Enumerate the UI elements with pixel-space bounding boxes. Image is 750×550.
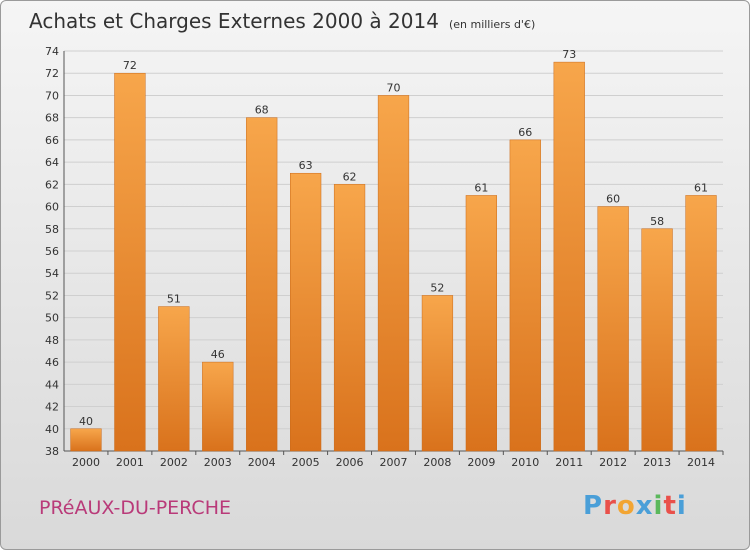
x-tick-label-2014: 2014	[687, 456, 715, 469]
y-tick-label: 46	[45, 356, 59, 369]
x-tick-label-2005: 2005	[292, 456, 320, 469]
bar-2011	[553, 61, 585, 452]
x-tick-label-2001: 2001	[116, 456, 144, 469]
x-tick-label-2009: 2009	[467, 456, 495, 469]
bar-2008	[421, 295, 454, 452]
x-tick-label-2003: 2003	[204, 456, 232, 469]
bar-2014	[685, 195, 717, 452]
bar-2010	[509, 139, 541, 452]
bar-2000	[70, 428, 102, 452]
y-tick-label: 56	[45, 245, 59, 258]
value-label-2011: 73	[562, 48, 576, 61]
logo-letter: P	[583, 491, 604, 521]
bar-2004	[246, 117, 278, 452]
bars	[70, 61, 717, 452]
logo-letter: i	[653, 491, 664, 521]
value-label-2000: 40	[79, 415, 93, 428]
logo-letter: i	[676, 491, 687, 521]
value-label-2002: 51	[167, 293, 181, 306]
chart-subtitle: (en milliers d'€)	[448, 18, 536, 31]
x-tick-label-2012: 2012	[599, 456, 627, 469]
value-label-2008: 52	[430, 281, 444, 294]
bar-2009	[465, 195, 497, 452]
logo-letter: r	[603, 491, 617, 521]
logo-letter: t	[663, 491, 677, 521]
y-tick-label: 40	[45, 423, 59, 436]
x-tick-label-2013: 2013	[643, 456, 671, 469]
place-name: PRéAUX-DU-PERCHE	[39, 497, 231, 519]
bar-2012	[597, 206, 629, 452]
logo-letter: o	[616, 491, 636, 521]
value-label-2012: 60	[606, 193, 620, 206]
y-tick-label: 72	[45, 67, 59, 80]
value-label-2014: 61	[694, 181, 708, 194]
value-label-2004: 68	[255, 104, 269, 117]
bar-2007	[377, 95, 410, 452]
bar-2002	[158, 306, 190, 452]
value-label-2010: 66	[518, 126, 532, 139]
y-tick-label: 44	[45, 378, 59, 391]
y-tick-label: 50	[45, 312, 59, 325]
y-tick-label: 60	[45, 201, 59, 214]
x-tick-label-2002: 2002	[160, 456, 188, 469]
proxiti-logo: Proxiti	[583, 491, 687, 521]
bar-2003	[202, 361, 234, 452]
value-label-2009: 61	[474, 181, 488, 194]
y-tick-label: 38	[45, 445, 59, 458]
bar-2001	[114, 72, 146, 452]
logo-letter: x	[635, 491, 654, 521]
value-label-2006: 62	[343, 170, 357, 183]
value-labels: 40 72 51 46 68 63 62 70 52 61 66 73 60 58 61	[79, 48, 708, 428]
y-tick-label: 68	[45, 112, 59, 125]
y-tick-label: 42	[45, 401, 59, 414]
x-tick-label-2006: 2006	[336, 456, 364, 469]
value-label-2005: 63	[299, 159, 313, 172]
y-tick-label: 70	[45, 89, 59, 102]
y-tick-label: 64	[45, 156, 59, 169]
y-tick-label: 48	[45, 334, 59, 347]
y-tick-label: 74	[45, 45, 59, 58]
chart-title-text: Achats et Charges Externes 2000 à 2014	[29, 9, 439, 33]
bar-2005	[290, 172, 322, 452]
y-tick-label: 54	[45, 267, 59, 280]
bar-2006	[333, 184, 366, 452]
x-tick-label-2000: 2000	[72, 456, 100, 469]
bar-2013	[641, 228, 673, 452]
y-tick-label: 52	[45, 289, 59, 302]
y-tick-label: 58	[45, 223, 59, 236]
x-tick-label-2004: 2004	[248, 456, 276, 469]
y-tick-label: 66	[45, 134, 59, 147]
x-tick-label-2011: 2011	[555, 456, 583, 469]
x-tick-label-2010: 2010	[511, 456, 539, 469]
value-label-2003: 46	[211, 348, 225, 361]
x-tick-label-2007: 2007	[380, 456, 408, 469]
y-tick-label: 62	[45, 178, 59, 191]
tick-labels: 38 40 42 44 46 48 50 52 54 56 58 60 62 64 66 68 70 72 74 20…	[45, 45, 715, 469]
value-label-2007: 70	[387, 81, 401, 94]
x-tick-label-2008: 2008	[423, 456, 451, 469]
value-label-2001: 72	[123, 59, 137, 72]
value-label-2013: 58	[650, 215, 664, 228]
chart-title: Achats et Charges Externes 2000 à 2014 (e…	[29, 9, 535, 33]
